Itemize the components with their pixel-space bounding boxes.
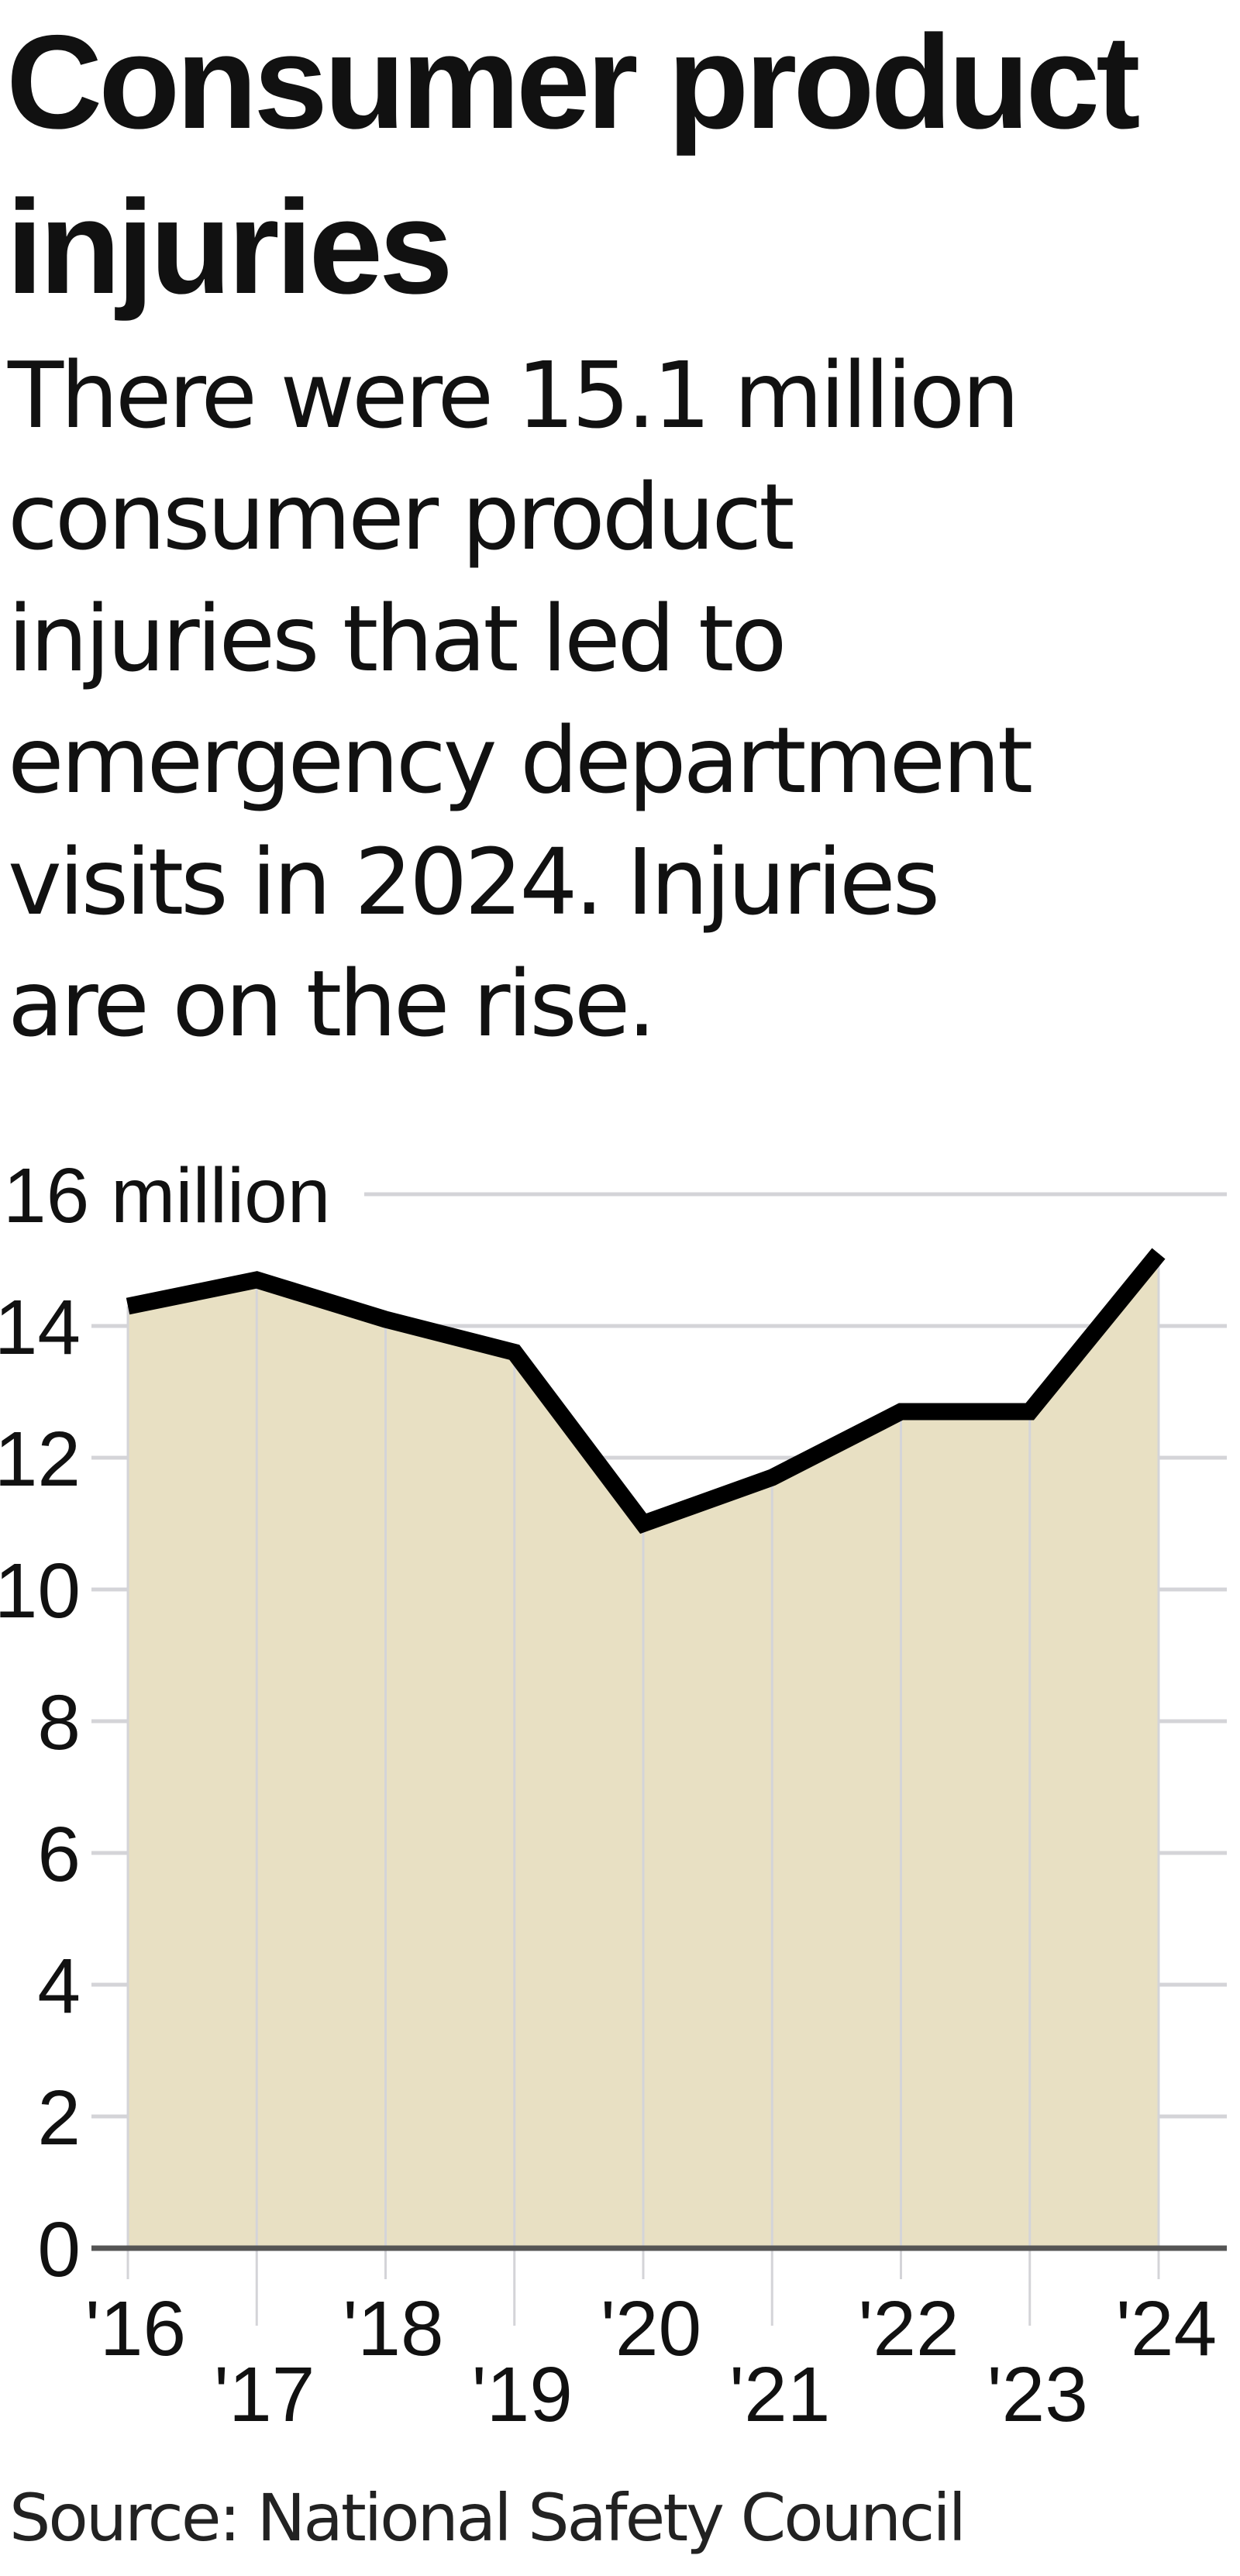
description-line-3: injuries that led to	[8, 585, 787, 692]
x-tick-label: '24	[1116, 2285, 1217, 2372]
y-tick-label: 10	[0, 1548, 81, 1634]
source-note: Source: National Safety Council	[9, 2480, 966, 2556]
data-line	[126, 1248, 1166, 1534]
x-tick-label: '23	[987, 2351, 1088, 2438]
y-tick-label: 2	[37, 2075, 81, 2161]
description-line-4: emergency department	[8, 707, 1033, 814]
description-line-5: visits in 2024. Injuries	[8, 828, 940, 935]
x-tick-label: '19	[472, 2351, 573, 2438]
y-tick-label: 4	[37, 1943, 81, 2030]
description-line-2: consumer product	[8, 463, 795, 570]
chart-title-line-1: Consumer product	[6, 8, 1141, 157]
chart-title: Consumer product injuries	[6, 0, 1240, 330]
x-tick-label: '21	[729, 2351, 830, 2438]
y-tick-label: 6	[37, 1811, 81, 1898]
x-tick-label: '20	[601, 2285, 701, 2372]
chart-title-line-2: injuries	[6, 173, 453, 322]
vertical-gridlines	[126, 1253, 1160, 2326]
description-line-6: are on the rise.	[8, 950, 656, 1057]
y-tick-label: 14	[0, 1284, 81, 1371]
y-tick-label: 8	[37, 1679, 81, 1766]
x-tick-label: '17	[214, 2351, 315, 2438]
x-axis-labels: '16 '17 '18 '19 '20 '21 '22 '23 '24	[85, 2285, 1217, 2438]
description-line-1: There were 15.1 million	[8, 342, 1020, 449]
x-tick-label: '16	[85, 2285, 186, 2372]
x-tick-label: '18	[343, 2285, 443, 2372]
y-tick-label: 16 million	[3, 1152, 330, 1239]
y-tick-label: 12	[0, 1416, 81, 1503]
x-tick-label: '22	[858, 2285, 959, 2372]
y-tick-label: 0	[37, 2206, 81, 2293]
chart-description: There were 15.1 million consumer product…	[8, 335, 1240, 1065]
series-line	[126, 1248, 1166, 1534]
line-area-chart: 16 million 14 12 10 8 6 4 2 0 '16 '17 '18 '19 '20 '21…	[0, 1152, 1227, 2438]
y-axis-labels: 16 million 14 12 10 8 6 4 2 0	[0, 1152, 330, 2293]
